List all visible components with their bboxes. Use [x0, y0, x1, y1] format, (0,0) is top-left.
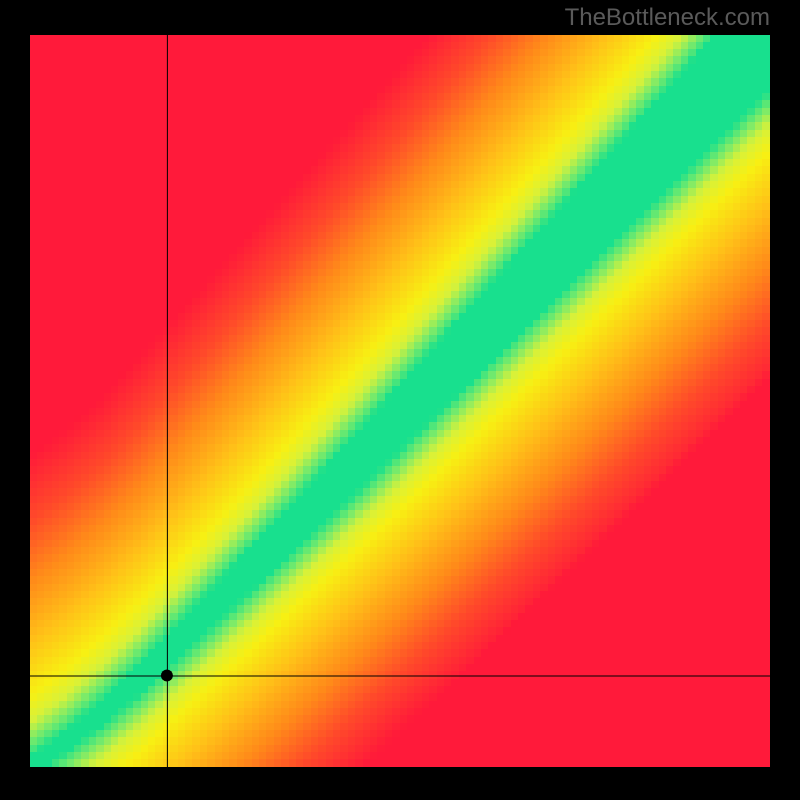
chart-frame: TheBottleneck.com	[0, 0, 800, 800]
heatmap-plot	[30, 35, 770, 767]
watermark-text: TheBottleneck.com	[565, 4, 770, 32]
heatmap-canvas	[30, 35, 770, 767]
